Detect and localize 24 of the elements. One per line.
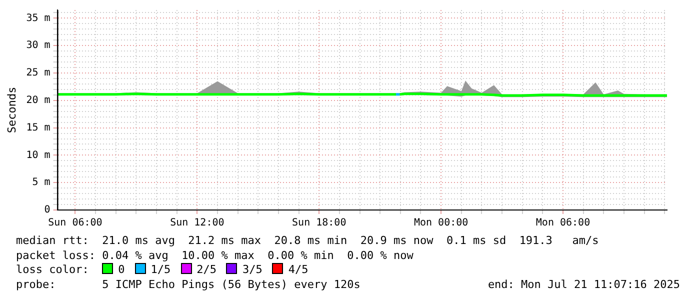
- y-tick-label: 0: [44, 204, 50, 216]
- x-tick-label: Mon 00:00: [414, 218, 468, 229]
- x-tick-label: Mon 06:00: [536, 218, 590, 229]
- legend-title: loss color:: [16, 263, 90, 276]
- legend-label: 0: [118, 263, 125, 276]
- text: probe: 5 ICMP Echo Pings (56 Bytes) every 120s: [16, 278, 360, 290]
- x-tick-label: Sun 06:00: [48, 218, 102, 229]
- text: packet loss: 0.04 % avg 10.00 % max 0.00 % min 0.00 % now: [16, 248, 414, 263]
- y-tick-label: 10 m: [26, 150, 50, 161]
- x-tick-label: Sun 12:00: [170, 218, 224, 229]
- y-tick-label: 15 m: [26, 122, 50, 134]
- legend-label: 4/5: [288, 263, 308, 276]
- x-tick-label: Sun 18:00: [292, 218, 346, 229]
- text: median rtt: 21.0 ms avg 21.2 ms max 20.8 ms min 20.9 ms now 0.1 ms sd 191.3 am/s: [16, 234, 600, 248]
- y-tick-label: 5 m: [32, 177, 50, 188]
- legend-label: 2/5: [196, 263, 216, 276]
- y-tick-label: 30 m: [26, 40, 50, 52]
- y-tick-label: 25 m: [26, 68, 50, 79]
- y-tick-label: 20 m: [26, 95, 50, 106]
- y-axis-title: Seconds: [5, 86, 18, 134]
- legend-label: 3/5: [242, 263, 262, 276]
- text: end: Mon Jul 21 11:07:16 2025: [488, 278, 680, 292]
- legend-label: 1/5: [150, 263, 171, 276]
- y-tick-label: 35 m: [26, 12, 50, 24]
